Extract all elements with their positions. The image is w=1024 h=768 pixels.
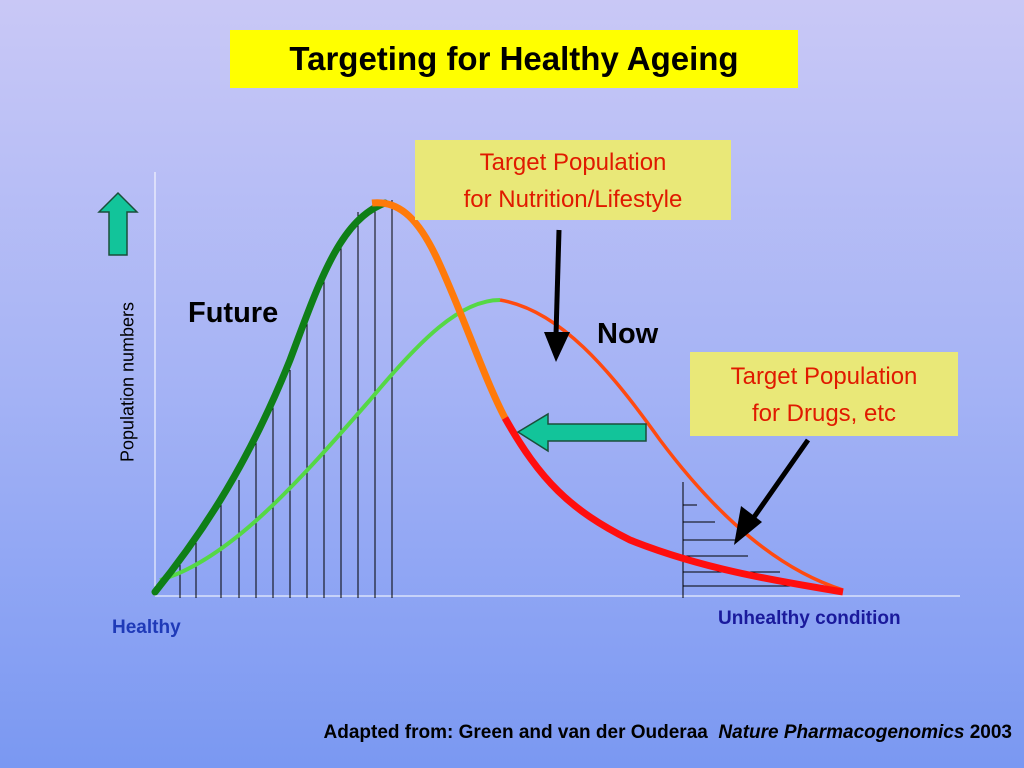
page-title: Targeting for Healthy Ageing (230, 30, 798, 88)
future-label: Future (188, 297, 279, 329)
y-axis-label: Population numbers (117, 301, 138, 463)
future-curve (151, 199, 389, 596)
nutrition-callout-line1: Target Population (479, 149, 667, 176)
citation-year: 2003 (969, 722, 1012, 743)
now-label: Now (597, 318, 659, 350)
drugs-callout: Target Population for Drugs, etc (690, 352, 958, 436)
nutrition-callout: Target Population for Nutrition/Lifestyl… (415, 140, 731, 220)
drugs-callout-line1: Target Population (730, 363, 918, 390)
x-axis-left-label: Healthy (112, 617, 181, 638)
healthy-hatch (179, 200, 393, 598)
future-curve-tail (501, 416, 844, 596)
citation-journal: Nature Pharmacogenomics (718, 722, 965, 743)
x-axis-right-label: Unhealthy condition (718, 608, 901, 629)
now-curve (159, 298, 501, 582)
citation-prefix: Adapted from: Green and van der Ouderaa (323, 722, 708, 743)
citation: Adapted from: Green and van der Ouderaa … (324, 722, 1012, 744)
up-arrow-icon (97, 191, 139, 256)
diagonal-arrow-icon (734, 438, 811, 545)
future-curve-peak (371, 199, 509, 420)
drugs-callout-line2: for Drugs, etc (751, 400, 897, 427)
left-arrow-icon (516, 412, 647, 453)
down-arrow-icon (544, 229, 570, 362)
nutrition-callout-line2: for Nutrition/Lifestyle (463, 186, 683, 213)
